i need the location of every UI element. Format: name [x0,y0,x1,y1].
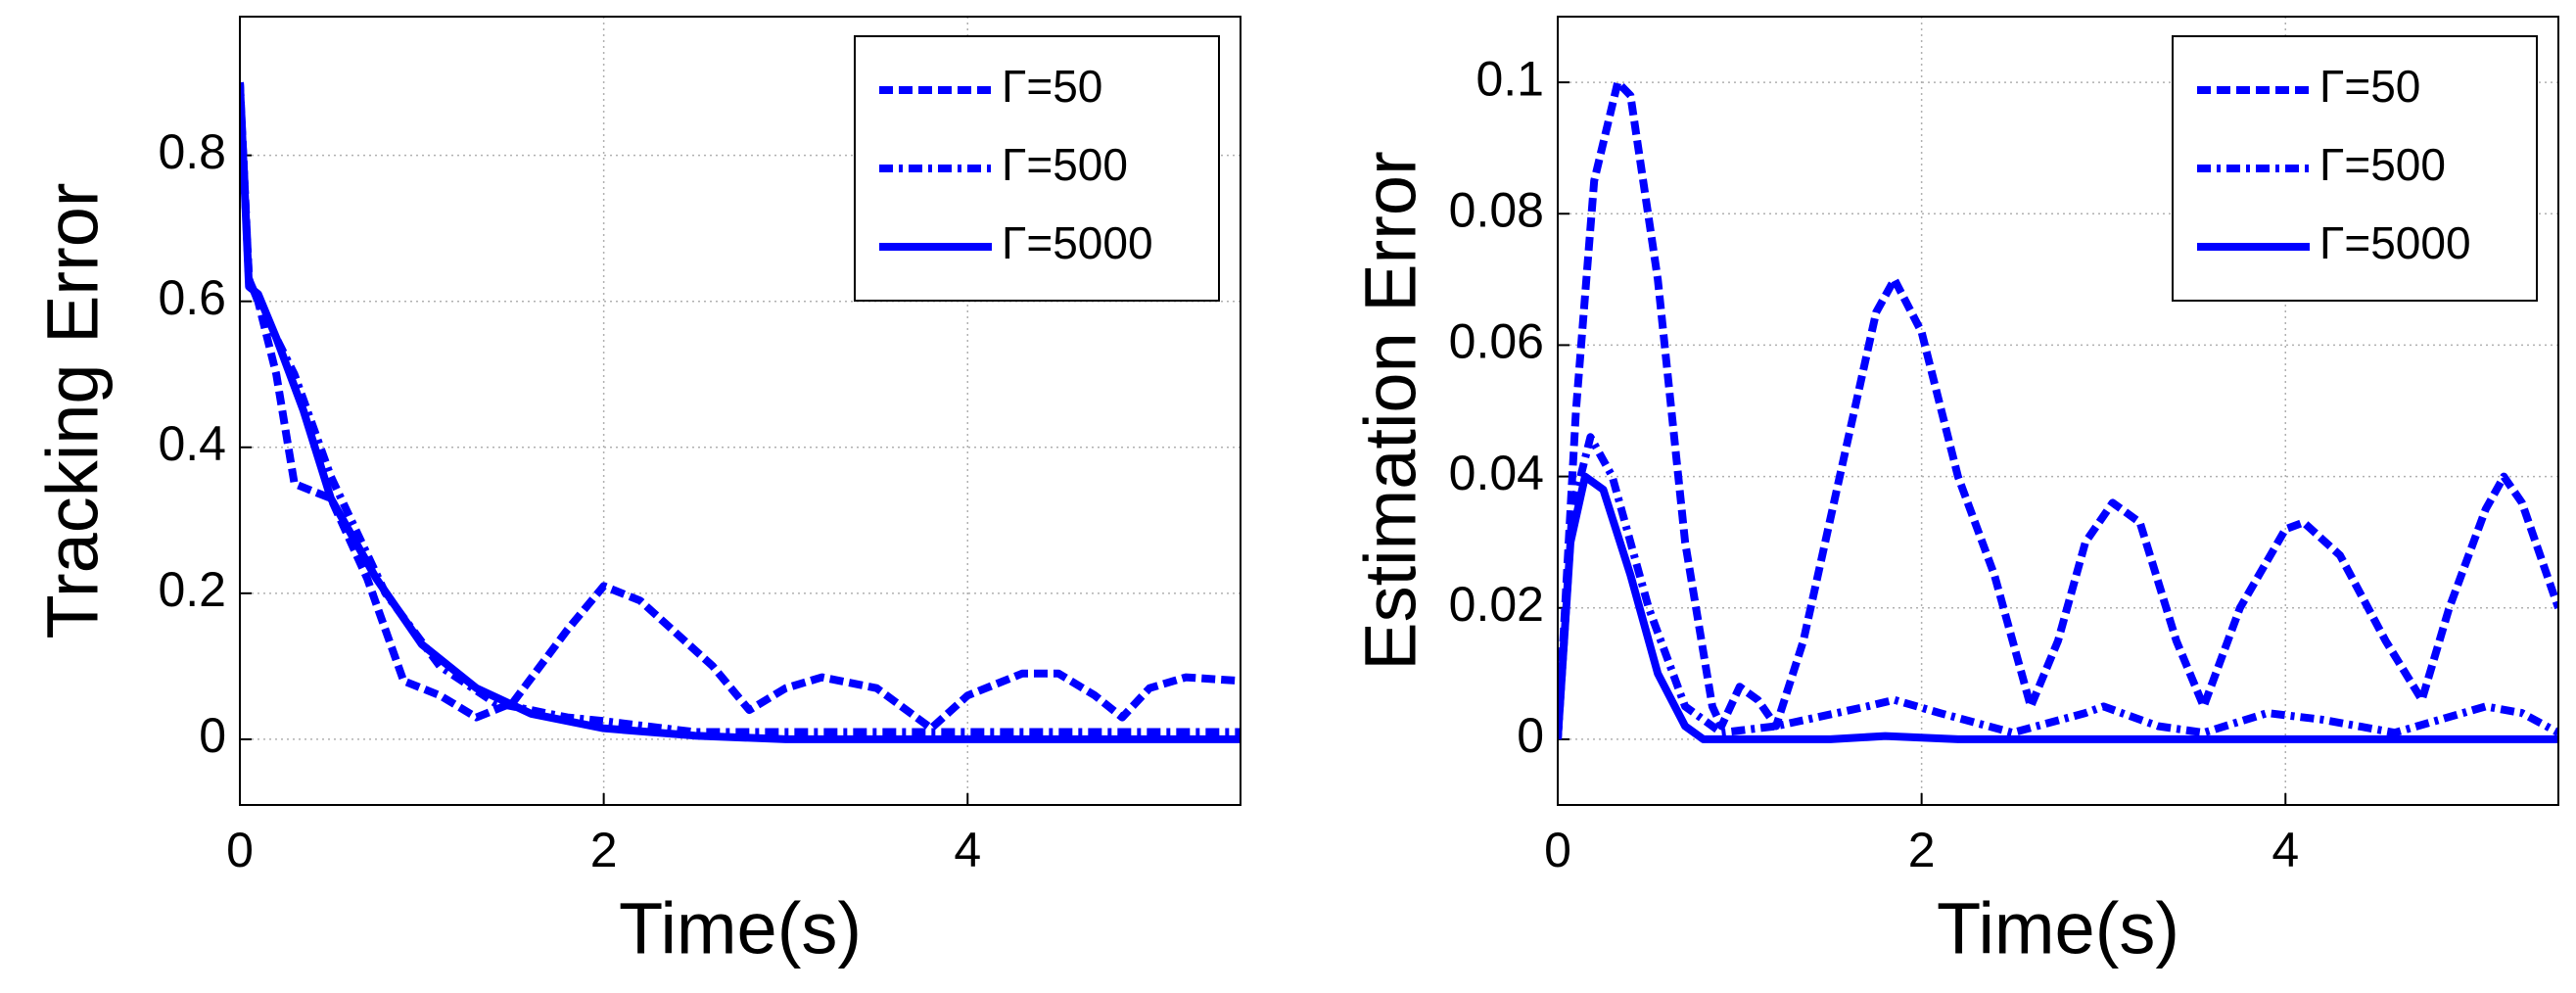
legend: Γ=50 Γ=500 Γ=5000 [2172,35,2538,302]
data-line [240,81,1241,733]
legend-label: Γ=500 [1002,139,1128,190]
y-tick-label: 0.04 [1449,446,1544,500]
legend-label: Γ=500 [2319,139,2446,190]
plot-area: 0 2 4 0 0.2 0.4 0.6 0.8 Time(s) Tracking Error Γ=5… [32,16,1241,969]
axes-frame [239,16,1241,806]
x-axis-label: Time(s) [1937,888,2179,969]
legend-label: Γ=50 [2319,61,2420,112]
y-tick-label: 0 [199,708,226,763]
axes-frame [1557,16,2559,806]
legend-label: Γ=5000 [1002,217,1153,268]
y-axis-label: Estimation Error [1350,151,1431,670]
x-tick-label: 4 [2272,823,2299,877]
data-line [1558,472,2558,743]
data-line [240,81,1241,743]
x-tick-label: 0 [226,823,254,877]
y-tick-label: 0 [1517,708,1544,763]
y-tick-label: 0.2 [158,562,226,617]
legend-box [2172,35,2538,302]
y-axis-label: Tracking Error [32,182,114,638]
y-tick-label: 0.02 [1449,577,1544,632]
x-tick-label: 2 [590,823,618,877]
data-line [1558,78,2558,740]
y-tick-label: 0.1 [1475,51,1544,106]
plot-area: 0 2 4 0 0.02 0.04 0.06 0.08 0.1 Time(s) Estimation… [1350,16,2559,969]
y-tick-label: 0.6 [158,270,226,325]
legend: Γ=50 Γ=500 Γ=5000 [854,35,1220,302]
x-tick-label: 0 [1544,823,1571,877]
legend-label: Γ=50 [1002,61,1102,112]
x-tick-label: 2 [1908,823,1936,877]
legend-label: Γ=5000 [2319,217,2471,268]
y-tick-label: 0.08 [1449,182,1544,237]
data-line [1558,433,2558,740]
y-tick-label: 0.4 [158,416,226,471]
x-tick-label: 4 [954,823,981,877]
x-axis-label: Time(s) [619,888,862,969]
data-line [240,81,1241,736]
y-tick-label: 0.06 [1449,314,1544,369]
y-tick-label: 0.8 [158,124,226,179]
